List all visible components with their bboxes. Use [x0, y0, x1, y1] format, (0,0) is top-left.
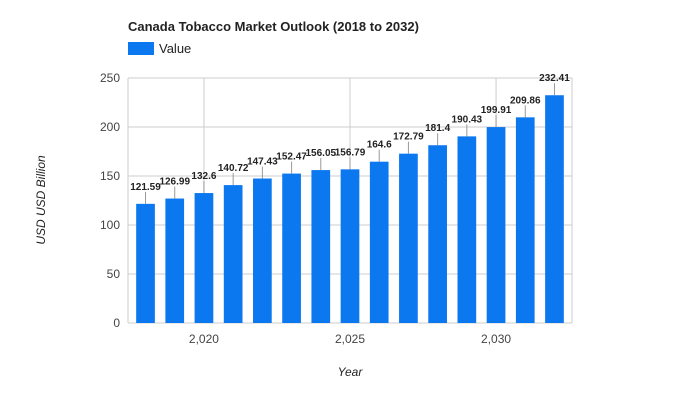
chart-title: Canada Tobacco Market Outlook (2018 to 2…: [128, 19, 419, 34]
legend-swatch: [128, 42, 154, 55]
y-tick-label: 100: [100, 218, 120, 232]
bar: [457, 136, 477, 323]
data-label: 132.6: [191, 171, 216, 182]
data-label: 140.72: [218, 163, 249, 174]
x-tick-label: 2,025: [335, 332, 365, 346]
data-label: 156.79: [335, 147, 366, 158]
bar: [486, 127, 506, 324]
y-axis-title: USD USD Billion: [34, 155, 48, 245]
bar: [165, 198, 185, 323]
bar: [311, 170, 331, 323]
x-tick-label: 2,030: [481, 332, 511, 346]
bar: [194, 193, 214, 323]
data-label: 156.05: [305, 148, 336, 159]
bar: [253, 178, 272, 323]
y-tick-label: 0: [113, 316, 120, 330]
data-label: 147.43: [247, 157, 278, 168]
bar: [369, 161, 389, 323]
bar: [223, 185, 243, 323]
x-axis-ticks: 2,020 2,025 2,030: [189, 332, 511, 346]
data-label: 121.59: [130, 182, 161, 193]
y-axis-ticks: 0 50 100 150 200 250: [100, 71, 120, 330]
y-tick-label: 200: [100, 120, 120, 134]
data-label: 126.99: [159, 177, 190, 188]
x-axis-title: Year: [338, 365, 364, 379]
data-label: 181.4: [425, 123, 450, 134]
bar: [545, 95, 564, 324]
y-tick-label: 50: [107, 267, 121, 281]
bar: [515, 117, 535, 324]
bar: [136, 203, 155, 323]
bar: [340, 169, 360, 323]
data-label: 199.91: [481, 105, 512, 116]
y-tick-label: 150: [100, 169, 120, 183]
bars: [136, 95, 564, 324]
legend: Value: [128, 41, 191, 56]
x-tick-label: 2,020: [189, 332, 219, 346]
data-label: 209.86: [510, 95, 541, 106]
bar: [282, 173, 301, 323]
data-label: 190.43: [452, 114, 483, 125]
bar: [428, 145, 447, 323]
legend-label: Value: [159, 41, 191, 56]
data-label: 172.79: [393, 132, 424, 143]
data-label: 232.41: [539, 73, 570, 84]
bar: [399, 153, 418, 323]
y-tick-label: 250: [100, 71, 120, 85]
data-label: 152.47: [276, 152, 307, 163]
data-label-leaders: [145, 83, 555, 204]
data-label: 164.6: [367, 140, 392, 151]
